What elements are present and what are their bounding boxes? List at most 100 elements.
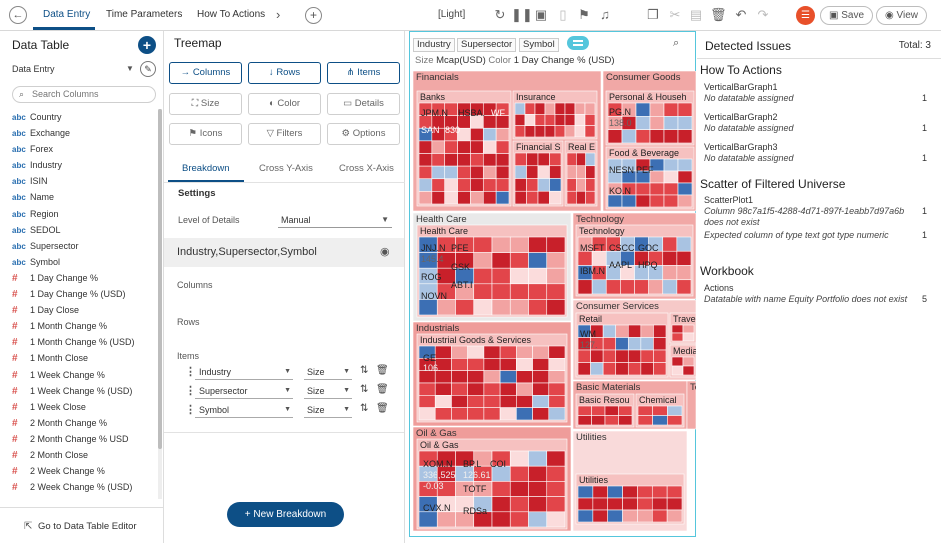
column-item[interactable]: abc Exchange [12, 125, 158, 141]
treemap-leaf[interactable] [499, 345, 517, 359]
treemap-leaf[interactable] [662, 236, 678, 252]
treemap-leaf[interactable] [682, 365, 695, 376]
treemap-leaf[interactable] [591, 405, 606, 416]
treemap-leaf[interactable] [663, 129, 679, 144]
treemap-leaf[interactable] [576, 165, 586, 179]
treemap-leaf[interactable] [482, 153, 497, 167]
treemap-leaf[interactable] [495, 178, 510, 192]
treemap-leaf[interactable] [483, 407, 501, 421]
issues-icon[interactable]: ☰ [796, 6, 815, 25]
treemap-leaf[interactable] [436, 511, 456, 528]
treemap-leaf[interactable] [473, 283, 493, 300]
treemap-leaf[interactable] [584, 125, 596, 138]
treemap-leaf[interactable] [585, 178, 596, 192]
treemap-leaf[interactable] [509, 267, 529, 285]
treemap-leaf[interactable] [491, 252, 511, 269]
treemap-leaf[interactable] [546, 450, 566, 467]
issue-name[interactable]: VerticalBarGraph2 [704, 112, 778, 122]
treemap-leaf[interactable] [671, 324, 684, 334]
treemap-leaf[interactable] [548, 358, 566, 371]
treemap-leaf[interactable] [514, 102, 526, 115]
treemap-leaf[interactable] [671, 365, 684, 376]
column-item[interactable]: #1 Month Change % (USD) [12, 334, 158, 350]
treemap-leaf[interactable] [526, 178, 539, 192]
treemap-leaf[interactable] [682, 356, 695, 367]
treemap-leaf[interactable] [677, 170, 693, 184]
sort-icon[interactable]: ⇅ [360, 384, 369, 395]
treemap-leaf[interactable] [652, 415, 668, 426]
treemap-leaf[interactable] [534, 125, 546, 138]
treemap-leaf[interactable] [590, 349, 604, 363]
treemap-leaf[interactable] [537, 190, 550, 205]
treemap-leaf[interactable] [514, 125, 526, 138]
treemap-leaf[interactable] [604, 415, 619, 426]
treemap-leaf[interactable] [607, 129, 623, 144]
back-arrow-icon[interactable]: ← [9, 6, 27, 24]
treemap-leaf[interactable] [495, 153, 510, 167]
treemap-leaf[interactable] [483, 358, 501, 371]
treemap-leaf[interactable] [548, 382, 566, 396]
treemap-leaf[interactable] [451, 382, 468, 396]
item-name-select[interactable]: Industry ▼ [195, 364, 293, 380]
column-item[interactable]: abc Industry [12, 157, 158, 173]
treemap-leaf[interactable] [574, 114, 586, 126]
treemap-leaf[interactable] [457, 191, 471, 205]
treemap-leaf[interactable] [483, 382, 501, 396]
treemap-leaf[interactable] [516, 370, 533, 384]
treemap-leaf[interactable] [526, 165, 539, 179]
column-item[interactable]: #1 Day Change % [12, 270, 158, 286]
treemap-leaf[interactable] [566, 190, 577, 205]
item-agg-select[interactable]: Size ▼ [304, 383, 352, 399]
treemap-leaf[interactable] [649, 182, 665, 196]
treemap-leaf[interactable] [577, 497, 594, 511]
treemap-leaf[interactable] [444, 153, 458, 167]
treemap-leaf[interactable] [528, 283, 548, 300]
treemap-leaf[interactable] [524, 125, 536, 138]
treemap-leaf[interactable] [653, 337, 667, 351]
treemap-leaf[interactable] [467, 358, 485, 371]
treemap-leaf[interactable] [491, 236, 511, 253]
treemap-leaf[interactable] [451, 407, 468, 421]
rows-button[interactable]: ↓ Rows [248, 62, 321, 84]
treemap-leaf[interactable] [491, 481, 511, 497]
treemap-leaf[interactable] [615, 349, 629, 363]
treemap-leaf[interactable] [467, 395, 485, 408]
search-icon[interactable]: ⌕ [673, 37, 680, 49]
treemap-leaf[interactable] [457, 153, 471, 167]
treemap-leaf[interactable] [666, 497, 683, 511]
treemap-leaf[interactable] [677, 158, 693, 172]
column-item[interactable]: #2 Week Change % (USD) [12, 479, 158, 495]
treemap-leaf[interactable] [577, 485, 594, 499]
treemap-leaf[interactable] [677, 102, 693, 117]
treemap-leaf[interactable] [667, 405, 683, 416]
treemap-leaf[interactable] [566, 178, 577, 192]
treemap-leaf[interactable] [649, 102, 665, 117]
treemap-leaf[interactable] [528, 267, 548, 285]
issue-name[interactable]: VerticalBarGraph3 [704, 142, 778, 152]
treemap-group[interactable] [686, 380, 696, 430]
treemap-leaf[interactable] [499, 382, 517, 396]
treemap-leaf[interactable] [482, 127, 497, 142]
treemap-leaf[interactable] [473, 299, 493, 316]
treemap-leaf[interactable] [653, 349, 667, 363]
treemap-leaf[interactable] [591, 415, 606, 426]
treemap-leaf[interactable] [467, 382, 485, 396]
treemap-leaf[interactable] [418, 153, 433, 167]
treemap-leaf[interactable] [532, 407, 550, 421]
treemap-leaf[interactable] [648, 279, 664, 295]
treemap-leaf[interactable] [509, 450, 529, 467]
treemap-leaf[interactable] [431, 153, 446, 167]
search-box[interactable]: ⌕ [12, 86, 156, 103]
treemap-leaf[interactable] [549, 152, 562, 167]
treemap-leaf[interactable] [418, 165, 433, 180]
column-item[interactable]: abc Symbol [12, 254, 158, 270]
treemap-leaf[interactable] [554, 102, 566, 115]
issue-name[interactable]: ScatterPlot1 [704, 195, 754, 205]
treemap-leaf[interactable] [627, 349, 642, 363]
treemap-leaf[interactable] [526, 190, 539, 205]
treemap-leaf[interactable] [482, 165, 497, 180]
treemap-leaf[interactable] [509, 283, 529, 300]
treemap-leaf[interactable] [418, 407, 436, 421]
treemap-leaf[interactable] [651, 509, 668, 523]
treemap-leaf[interactable] [467, 345, 485, 359]
